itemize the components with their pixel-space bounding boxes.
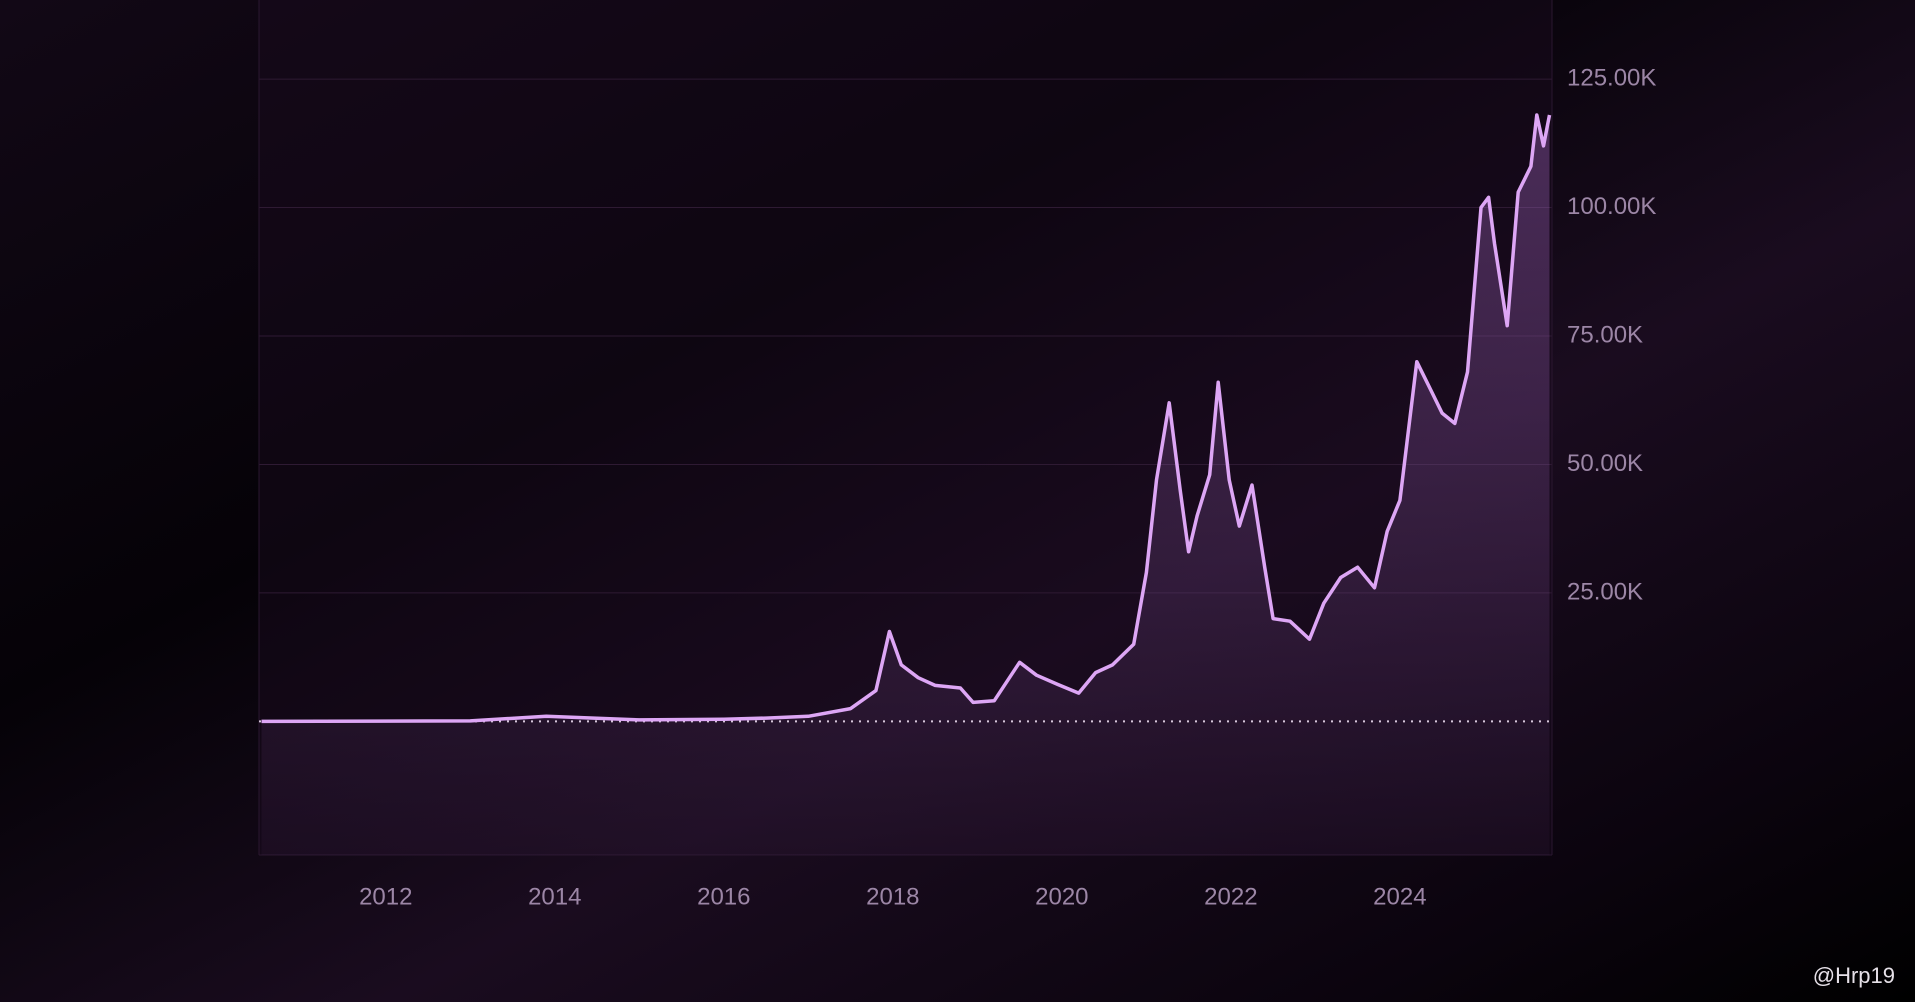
area	[261, 115, 1550, 855]
y-tick-label: 125.00K	[1567, 64, 1656, 91]
x-tick-label: 2016	[697, 883, 750, 910]
y-tick-label: 25.00K	[1567, 578, 1643, 605]
plot: 25.00K 50.00K 75.00K 100.00K 125.00K 2012 2014…	[258, 0, 1656, 910]
x-tick-label: 2022	[1204, 883, 1257, 910]
watermark: @Hrp19	[1813, 963, 1895, 988]
y-tick-label: 100.00K	[1567, 193, 1656, 220]
x-tick-label: 2014	[528, 883, 581, 910]
y-tick-label: 50.00K	[1567, 450, 1643, 477]
x-tick-label: 2012	[359, 883, 412, 910]
x-tick-label: 2018	[866, 883, 919, 910]
y-tick-label: 75.00K	[1567, 321, 1643, 348]
x-tick-label: 2024	[1373, 883, 1426, 910]
price-line	[261, 113, 1552, 724]
x-tick-label: 2020	[1035, 883, 1088, 910]
